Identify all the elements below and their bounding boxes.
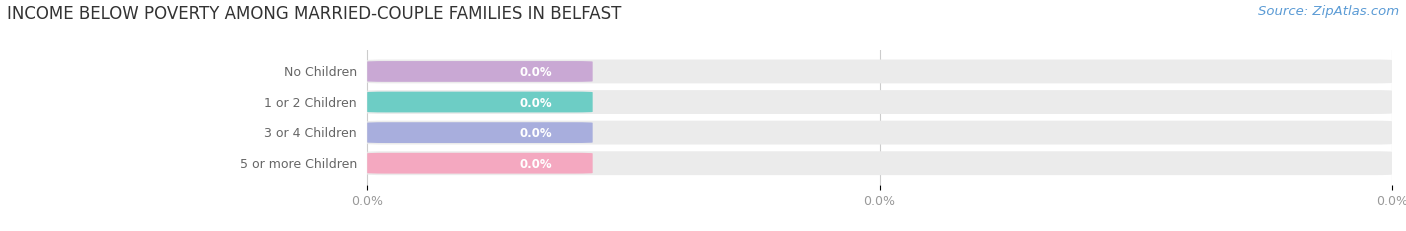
Text: 0.0%: 0.0% (520, 66, 553, 79)
Text: 1 or 2 Children: 1 or 2 Children (264, 96, 357, 109)
Text: 0.0%: 0.0% (520, 157, 553, 170)
Text: 0.0%: 0.0% (520, 127, 553, 140)
FancyBboxPatch shape (367, 152, 1392, 175)
Text: 0.0%: 0.0% (520, 96, 553, 109)
FancyBboxPatch shape (367, 121, 1392, 145)
FancyBboxPatch shape (367, 60, 1392, 84)
Text: Source: ZipAtlas.com: Source: ZipAtlas.com (1258, 5, 1399, 18)
Text: 3 or 4 Children: 3 or 4 Children (264, 127, 357, 140)
Text: 5 or more Children: 5 or more Children (240, 157, 357, 170)
Text: INCOME BELOW POVERTY AMONG MARRIED-COUPLE FAMILIES IN BELFAST: INCOME BELOW POVERTY AMONG MARRIED-COUPL… (7, 5, 621, 23)
FancyBboxPatch shape (367, 62, 593, 82)
Text: No Children: No Children (284, 66, 357, 79)
FancyBboxPatch shape (367, 123, 593, 143)
FancyBboxPatch shape (367, 92, 593, 113)
FancyBboxPatch shape (367, 153, 593, 174)
FancyBboxPatch shape (367, 91, 1392, 114)
